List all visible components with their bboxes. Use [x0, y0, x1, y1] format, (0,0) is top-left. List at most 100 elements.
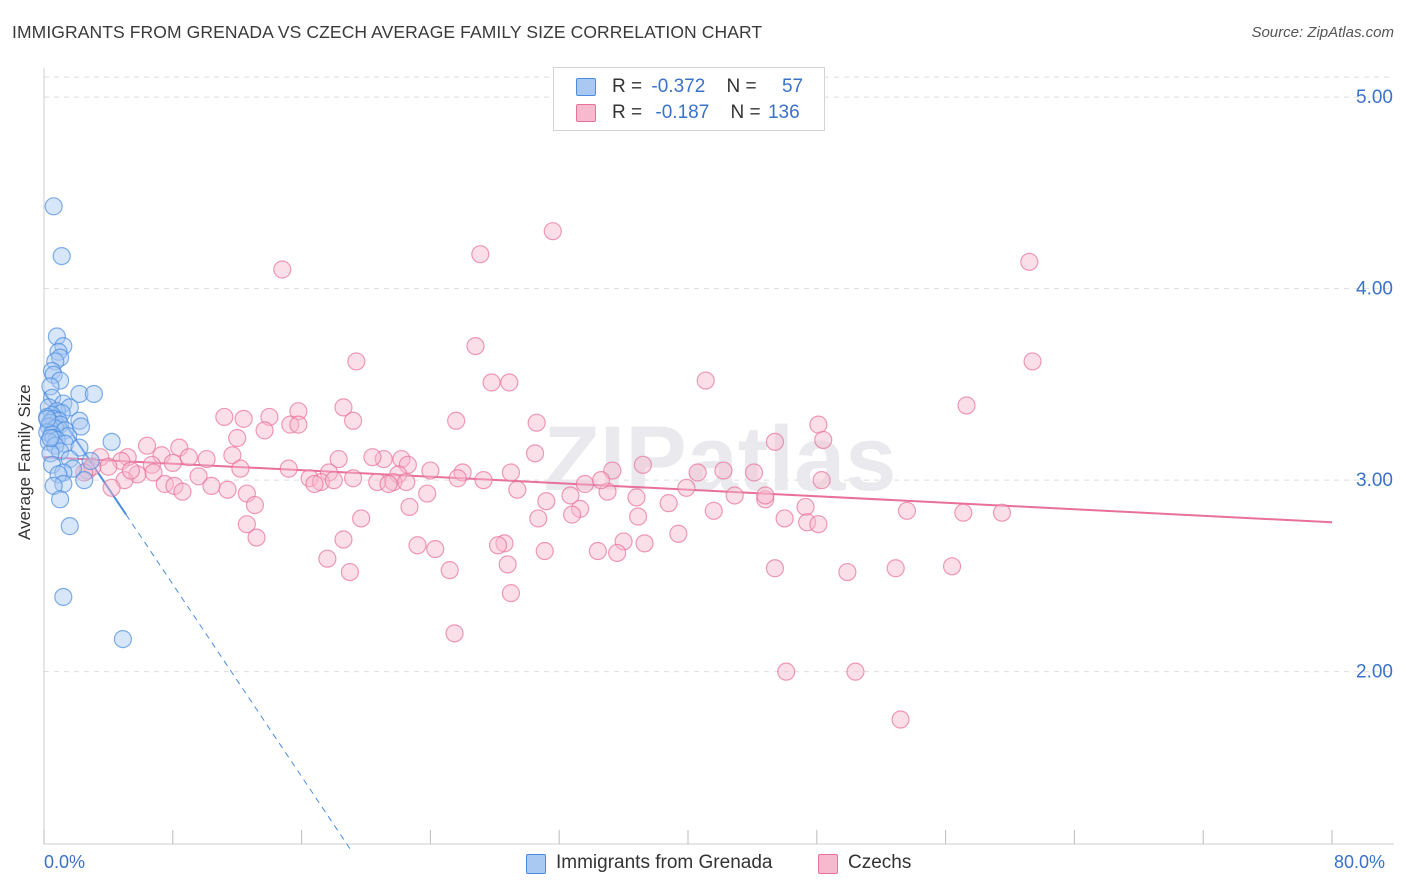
grid-lines	[44, 76, 1394, 673]
legend-swatch-blue	[526, 854, 546, 874]
grenada-point	[102, 432, 121, 451]
czech-point	[279, 459, 298, 478]
czech-point	[714, 461, 733, 480]
grenada-point	[41, 444, 60, 463]
x-tick-label-min: 0.0%	[44, 852, 86, 872]
czech-point	[344, 469, 363, 488]
czech-point	[289, 415, 308, 434]
legend-n-value: 57	[781, 76, 804, 97]
czech-point	[992, 503, 1012, 522]
grenada-point	[47, 327, 66, 346]
y-tick-labels: 2.00 3.00 4.00 5.00	[1356, 87, 1393, 683]
grenada-point	[75, 471, 94, 490]
czech-point	[633, 455, 653, 474]
czech-point	[260, 407, 279, 427]
czech-point	[247, 528, 266, 547]
czech-point	[408, 536, 427, 555]
czech-point	[957, 396, 976, 415]
czech-point	[173, 482, 192, 501]
y-tick-label: 4.00	[1356, 279, 1393, 300]
czech-point	[525, 444, 545, 463]
czech-point	[137, 436, 157, 455]
czech-point	[189, 467, 208, 486]
czech-point	[488, 536, 508, 555]
czech-point	[498, 555, 517, 574]
czech-point	[501, 584, 520, 603]
axes	[43, 68, 1394, 845]
czech-point	[812, 471, 831, 490]
legend-n-label: N =	[730, 102, 761, 123]
czech-point	[334, 530, 353, 549]
czech-point	[329, 449, 348, 469]
x-tick-label-max: 80.0%	[1334, 852, 1386, 872]
y-tick-label: 5.00	[1356, 87, 1393, 108]
legend-n-value: 136	[767, 102, 800, 123]
czech-point	[75, 463, 94, 482]
legend-swatch-blue	[576, 78, 596, 96]
chart-title: IMMIGRANTS FROM GRENADA VS CZECH AVERAGE…	[12, 22, 763, 42]
czech-point	[352, 509, 371, 528]
czech-point	[234, 409, 253, 428]
czech-point	[237, 515, 256, 534]
czech-point	[543, 222, 562, 241]
czech-point	[447, 411, 466, 430]
czech-point	[561, 486, 580, 505]
grenada-point	[50, 490, 70, 509]
czech-point	[588, 541, 607, 561]
czech-point	[765, 559, 785, 578]
czech-point	[318, 549, 337, 568]
czech-point	[202, 476, 221, 495]
czech-point	[334, 398, 353, 417]
czech-point	[223, 446, 242, 465]
czech-point	[535, 541, 554, 561]
czech-point	[696, 371, 715, 390]
grenada-point	[70, 384, 89, 404]
grenada-point	[44, 197, 63, 216]
czech-point	[775, 509, 794, 528]
czech-point	[627, 488, 646, 507]
legend-r-value: -0.187	[655, 102, 710, 123]
czech-point	[688, 463, 707, 482]
grenada-point	[38, 409, 57, 428]
czech-point	[608, 543, 627, 563]
czech-point	[305, 474, 324, 494]
czech-point	[445, 624, 464, 643]
czech-point	[300, 469, 319, 488]
czech-point	[575, 474, 595, 494]
czech-point	[897, 501, 917, 520]
czech-point	[102, 478, 121, 497]
czech-point	[273, 260, 292, 279]
czech-point	[421, 461, 440, 480]
czech-point	[426, 539, 445, 559]
czech-point	[482, 373, 501, 392]
legend-label: Immigrants from Grenada	[556, 852, 773, 873]
grenada-point	[81, 451, 100, 471]
y-tick-label: 3.00	[1356, 470, 1393, 491]
legend-label: Czechs	[848, 852, 912, 873]
legend-n-label: N =	[726, 76, 757, 97]
grenada-point	[41, 377, 60, 396]
czech-point	[289, 402, 308, 421]
czech-point	[418, 484, 437, 503]
czech-point	[562, 505, 582, 524]
czech-point	[942, 557, 962, 576]
czech-point	[886, 559, 905, 578]
czech-point	[796, 497, 815, 517]
czech-point	[954, 503, 973, 522]
czech-point	[501, 463, 520, 482]
czech-point	[170, 438, 189, 457]
czech-point	[659, 494, 678, 513]
czech-point	[215, 407, 234, 427]
grenada-point	[84, 384, 104, 404]
czech-point	[471, 245, 490, 264]
czech-point	[440, 561, 459, 580]
czech-point	[725, 486, 744, 505]
czech-point	[846, 662, 865, 681]
czech-point	[340, 562, 359, 582]
czech-point	[756, 490, 775, 509]
czech-point	[635, 534, 654, 553]
czech-point	[344, 411, 363, 430]
legend-swatch-pink	[576, 104, 596, 122]
grenada-point	[50, 371, 70, 390]
grenada-point	[41, 428, 60, 448]
